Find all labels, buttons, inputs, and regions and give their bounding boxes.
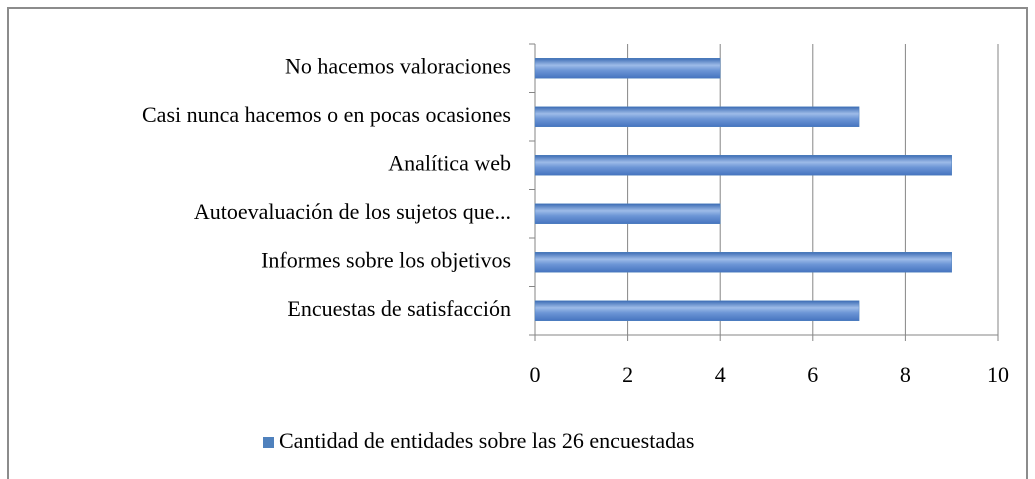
bar bbox=[534, 300, 860, 321]
bar bbox=[534, 203, 721, 224]
x-tick-label: 2 bbox=[622, 362, 633, 387]
x-tick-label: 6 bbox=[807, 362, 818, 387]
x-tick-label: 8 bbox=[900, 362, 911, 387]
y-tick-label: Casi nunca hacemos o en pocas ocasiones bbox=[142, 102, 511, 127]
legend-swatch bbox=[263, 437, 274, 448]
y-tick-label: Encuestas de satisfacción bbox=[287, 296, 511, 321]
bar bbox=[534, 155, 952, 176]
x-tick-label: 4 bbox=[715, 362, 726, 387]
legend-label: Cantidad de entidades sobre las 26 encue… bbox=[279, 428, 694, 453]
y-tick-label: Analítica web bbox=[388, 150, 511, 175]
bar bbox=[534, 58, 721, 79]
bar bbox=[534, 106, 860, 127]
x-tick-label: 0 bbox=[530, 362, 541, 387]
y-tick-label: No hacemos valoraciones bbox=[285, 53, 511, 78]
x-tick-label: 10 bbox=[987, 362, 1009, 387]
y-tick-label: Autoevaluación de los sujetos que... bbox=[194, 199, 511, 224]
bar bbox=[534, 252, 952, 273]
chart-border bbox=[7, 7, 1028, 479]
y-tick-label: Informes sobre los objetivos bbox=[261, 247, 511, 272]
